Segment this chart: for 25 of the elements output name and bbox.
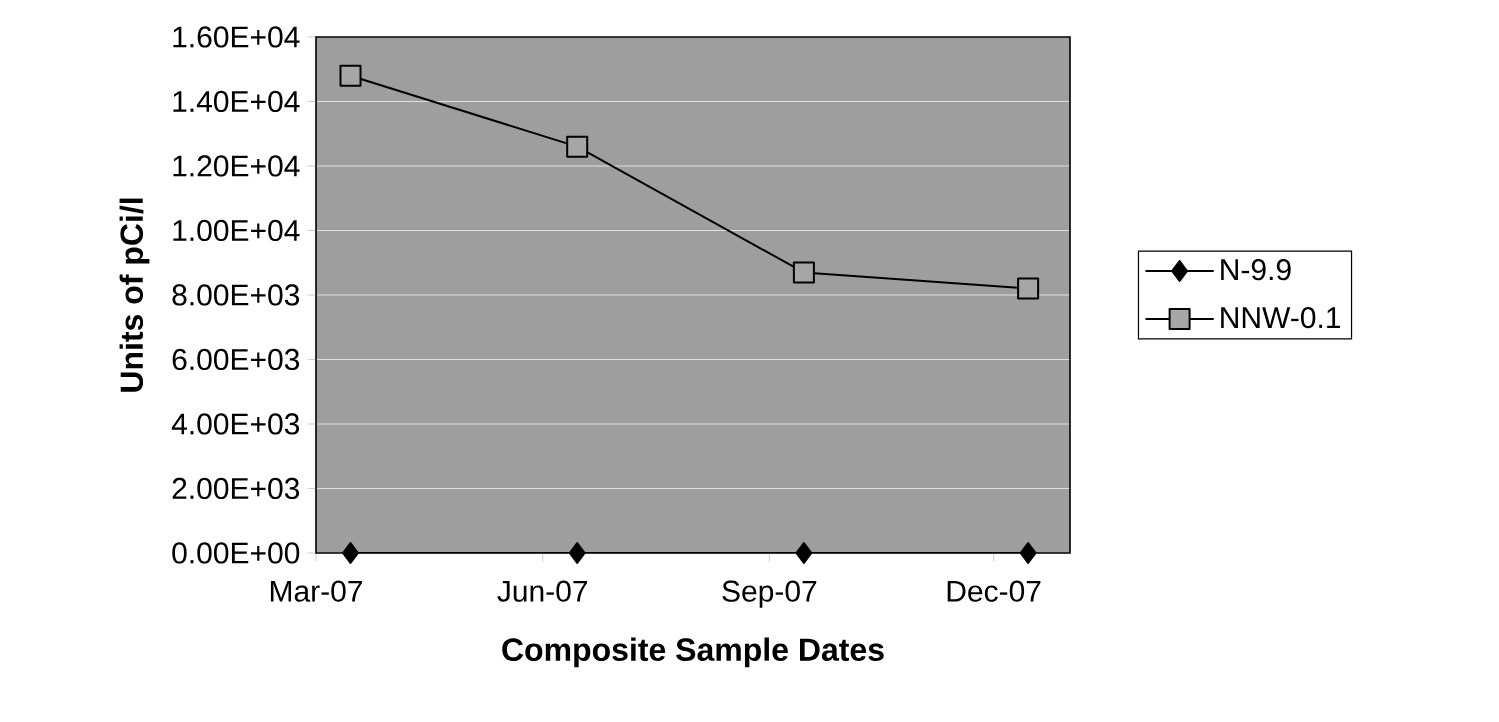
point xyxy=(1019,541,1037,564)
y-axis-title: Units of pCi/l xyxy=(119,198,150,392)
y-tick-label: 1.00E+04 xyxy=(173,219,300,242)
point xyxy=(792,261,815,284)
point xyxy=(568,541,586,564)
x-tick-label: Jun-07 xyxy=(497,580,588,602)
point xyxy=(1017,277,1040,300)
x-tick-label: Sep-07 xyxy=(722,580,817,608)
point xyxy=(339,64,362,87)
y-tick-label: 8.00E+03 xyxy=(172,284,300,306)
point xyxy=(795,541,813,564)
x-axis-title: Composite Sample Dates xyxy=(502,637,884,668)
y-tick-label: 6.00E+03 xyxy=(172,348,300,371)
legend-label: N-9.9 xyxy=(1221,259,1291,281)
y-tick-label: 1.40E+04 xyxy=(173,90,300,113)
x-tick-label: Dec-07 xyxy=(947,580,1041,602)
y-tick-label: 2.00E+03 xyxy=(172,477,300,500)
legend-label: NNW-0.1 xyxy=(1221,306,1341,329)
x-tick-label: Mar-07 xyxy=(270,580,363,602)
y-tick-label: 1.60E+04 xyxy=(173,26,300,48)
y-tick-label: 1.20E+04 xyxy=(173,155,300,177)
point xyxy=(342,541,360,564)
y-tick-label: 0.00E+00 xyxy=(172,542,300,564)
point xyxy=(566,135,589,158)
y-tick-label: 4.00E+03 xyxy=(171,413,300,435)
